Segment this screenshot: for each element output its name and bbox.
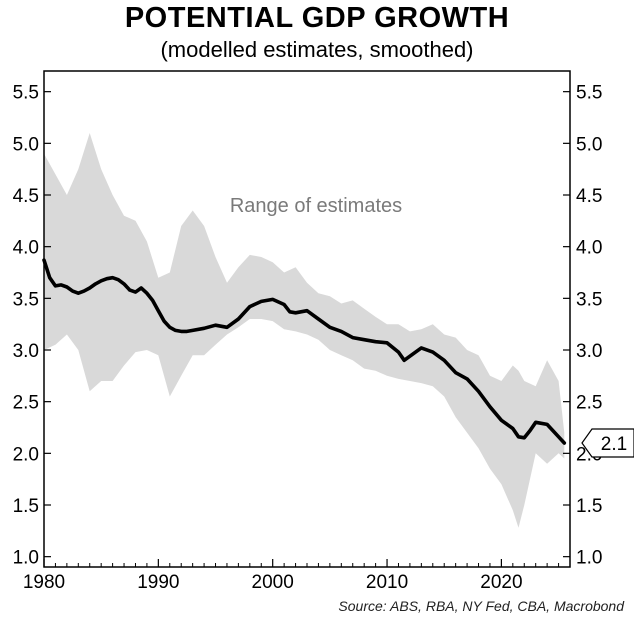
y-tick-right-label: 5.5 [576, 83, 602, 104]
y-tick-left-label: 3.0 [13, 341, 39, 362]
y-tick-right-label: 5.0 [576, 134, 602, 155]
x-tick-label: 1980 [23, 572, 65, 593]
series-line-0 [42, 258, 567, 445]
y-tick-left-label: 4.0 [13, 238, 39, 259]
chart-title: POTENTIAL GDP GROWTH [124, 2, 510, 34]
last-value-callout [581, 428, 634, 458]
chart-subtitle: (modelled estimates, smoothed) [160, 37, 474, 62]
x-tick-label: 2000 [252, 572, 294, 593]
x-tick-label: 2020 [480, 572, 522, 593]
y-tick-right-label: 1.0 [576, 548, 602, 569]
y-tick-right-label: 4.0 [576, 238, 602, 259]
y-tick-right-label: 2.5 [576, 393, 602, 414]
y-tick-left-label: 1.0 [13, 548, 39, 569]
y-tick-right-label: 4.5 [576, 186, 602, 207]
y-tick-left-label: 5.5 [13, 83, 39, 104]
source-note: Source: ABS, RBA, NY Fed, CBA, Macrobond [338, 598, 624, 614]
y-tick-left-label: 2.5 [13, 393, 39, 414]
y-tick-right-label: 3.0 [576, 341, 602, 362]
last-value-label: 2.1 [601, 434, 627, 455]
range-band [44, 133, 565, 528]
y-tick-right-label: 3.5 [576, 289, 602, 310]
band-label: Range of estimates [230, 195, 402, 217]
y-tick-left-label: 5.0 [13, 134, 39, 155]
x-tick-label: 1990 [137, 572, 179, 593]
y-tick-left-label: 1.5 [13, 496, 39, 517]
y-tick-right-label: 1.5 [576, 496, 602, 517]
y-tick-left-label: 2.0 [13, 444, 39, 465]
x-tick-label: 2010 [366, 572, 408, 593]
y-tick-left-label: 3.5 [13, 289, 39, 310]
y-tick-left-label: 4.5 [13, 186, 39, 207]
